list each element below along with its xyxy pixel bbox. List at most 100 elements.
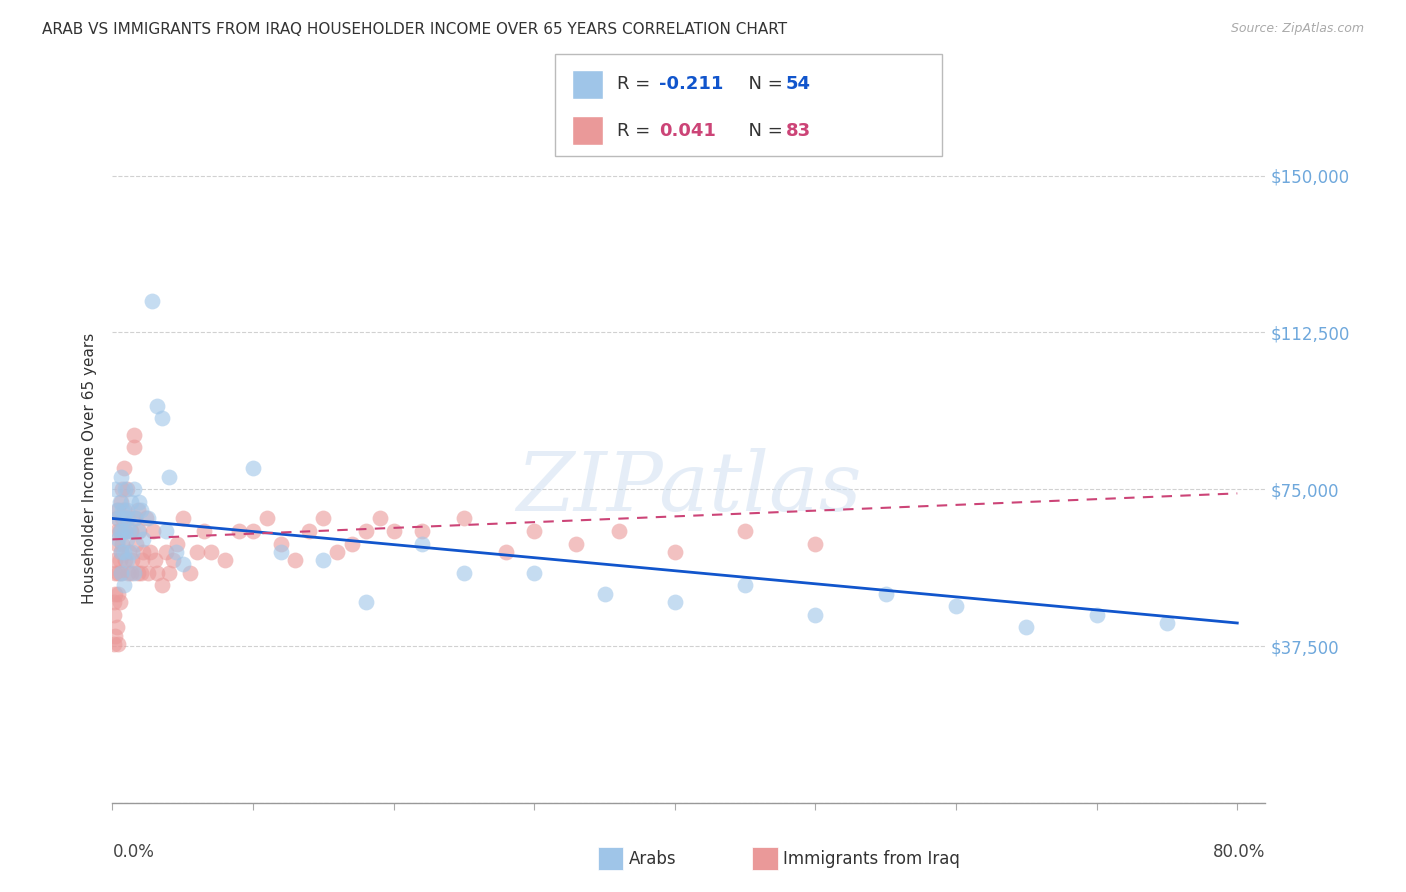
Point (124, 511, 146, 525)
Point (523, 566, 546, 580)
Text: N =: N = (737, 121, 789, 140)
Point (411, 524, 433, 538)
Point (112, 503, 135, 517)
Point (128, 524, 150, 538)
Text: 0.041: 0.041 (659, 121, 716, 140)
Point (155, 545, 177, 559)
Point (108, 595, 131, 609)
Point (108, 553, 131, 567)
Point (228, 524, 250, 538)
Point (112, 578, 135, 592)
Point (453, 511, 475, 525)
Point (105, 536, 128, 550)
Point (136, 511, 159, 525)
Text: 83: 83 (786, 121, 811, 140)
Point (734, 524, 756, 538)
Point (110, 566, 132, 580)
Point (124, 511, 146, 525)
Point (172, 511, 194, 525)
Point (111, 536, 134, 550)
Point (111, 511, 134, 525)
Point (734, 578, 756, 592)
Point (112, 545, 135, 559)
Point (120, 524, 142, 538)
Point (1156, 615, 1178, 630)
Point (326, 545, 349, 559)
Text: R =: R = (617, 121, 657, 140)
Point (150, 411, 173, 425)
Point (354, 595, 377, 609)
Point (114, 553, 136, 567)
Point (104, 566, 127, 580)
Point (270, 545, 292, 559)
Point (110, 469, 132, 483)
Point (453, 566, 475, 580)
Point (200, 545, 222, 559)
Point (105, 524, 128, 538)
Point (108, 524, 131, 538)
Point (354, 524, 377, 538)
Point (495, 545, 517, 559)
Point (284, 553, 307, 567)
Point (165, 545, 187, 559)
Point (340, 536, 363, 550)
Point (179, 566, 201, 580)
Point (607, 524, 630, 538)
Point (136, 566, 159, 580)
Point (105, 511, 128, 525)
Point (129, 566, 152, 580)
Point (121, 553, 143, 567)
Point (172, 558, 194, 572)
Point (142, 524, 165, 538)
Point (162, 553, 184, 567)
Point (104, 553, 127, 567)
Point (105, 503, 128, 517)
Point (875, 587, 897, 601)
Point (270, 536, 292, 550)
Point (131, 553, 153, 567)
Point (157, 566, 180, 580)
Point (186, 545, 208, 559)
Point (104, 628, 127, 642)
Text: N =: N = (737, 75, 789, 94)
Point (312, 553, 335, 567)
Point (121, 545, 143, 559)
Point (298, 524, 321, 538)
Text: Immigrants from Iraq: Immigrants from Iraq (783, 850, 960, 868)
Point (166, 536, 188, 550)
Point (382, 524, 405, 538)
Point (114, 482, 136, 496)
Point (127, 524, 149, 538)
Text: Source: ZipAtlas.com: Source: ZipAtlas.com (1230, 22, 1364, 36)
Point (103, 595, 125, 609)
Point (115, 533, 138, 547)
Point (111, 503, 134, 517)
Point (141, 294, 163, 309)
Point (110, 545, 132, 559)
Point (664, 595, 686, 609)
Point (368, 511, 391, 525)
Point (143, 553, 166, 567)
Point (115, 482, 138, 496)
Point (122, 441, 145, 455)
Point (114, 524, 136, 538)
Point (1085, 607, 1108, 622)
Point (155, 524, 177, 538)
Point (111, 482, 134, 496)
Point (118, 545, 141, 559)
Point (117, 566, 139, 580)
Point (107, 566, 129, 580)
Point (103, 637, 125, 651)
Point (115, 511, 138, 525)
Point (107, 587, 129, 601)
Text: ARAB VS IMMIGRANTS FROM IRAQ HOUSEHOLDER INCOME OVER 65 YEARS CORRELATION CHART: ARAB VS IMMIGRANTS FROM IRAQ HOUSEHOLDER… (42, 22, 787, 37)
Point (111, 524, 134, 538)
Point (127, 503, 149, 517)
Point (108, 494, 131, 508)
Point (104, 482, 127, 496)
Point (107, 533, 129, 547)
Point (193, 524, 215, 538)
Point (112, 461, 135, 475)
Point (945, 599, 967, 614)
Point (664, 545, 686, 559)
